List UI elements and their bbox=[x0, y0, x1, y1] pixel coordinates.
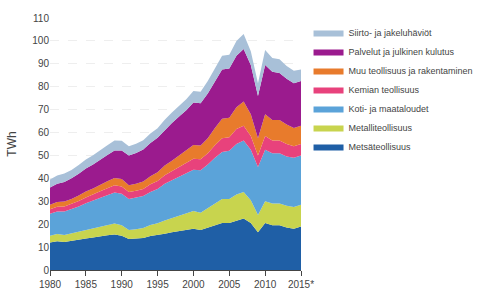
svg-text:80: 80 bbox=[38, 81, 50, 92]
svg-text:40: 40 bbox=[38, 173, 50, 184]
svg-text:Metalliteollisuus: Metalliteollisuus bbox=[349, 123, 413, 133]
svg-text:10: 10 bbox=[38, 242, 50, 253]
svg-text:100: 100 bbox=[32, 35, 49, 46]
svg-text:20: 20 bbox=[38, 219, 50, 230]
svg-text:70: 70 bbox=[38, 104, 50, 115]
svg-text:2015*: 2015* bbox=[288, 279, 314, 290]
svg-text:1995: 1995 bbox=[146, 279, 169, 290]
svg-text:60: 60 bbox=[38, 127, 50, 138]
svg-text:Siirto- ja jakeluhäviöt: Siirto- ja jakeluhäviöt bbox=[349, 28, 433, 38]
svg-text:Kemian teollisuus: Kemian teollisuus bbox=[349, 85, 420, 95]
svg-text:Metsäteollisuus: Metsäteollisuus bbox=[349, 142, 412, 152]
svg-text:2005: 2005 bbox=[218, 279, 241, 290]
svg-text:50: 50 bbox=[38, 150, 50, 161]
svg-text:1985: 1985 bbox=[75, 279, 98, 290]
svg-text:90: 90 bbox=[38, 58, 50, 69]
svg-text:110: 110 bbox=[33, 13, 49, 24]
svg-text:0: 0 bbox=[43, 265, 49, 276]
svg-text:Palvelut ja julkinen kulutus: Palvelut ja julkinen kulutus bbox=[349, 47, 455, 57]
svg-text:Koti- ja maataloudet: Koti- ja maataloudet bbox=[349, 104, 430, 114]
svg-text:1980: 1980 bbox=[39, 279, 62, 290]
svg-text:Muu teollisuus ja rakentaminen: Muu teollisuus ja rakentaminen bbox=[349, 66, 473, 76]
svg-text:2000: 2000 bbox=[182, 279, 205, 290]
svg-text:TWh: TWh bbox=[5, 131, 19, 156]
svg-text:1990: 1990 bbox=[111, 279, 134, 290]
svg-text:2010: 2010 bbox=[254, 279, 277, 290]
svg-text:30: 30 bbox=[38, 196, 50, 207]
